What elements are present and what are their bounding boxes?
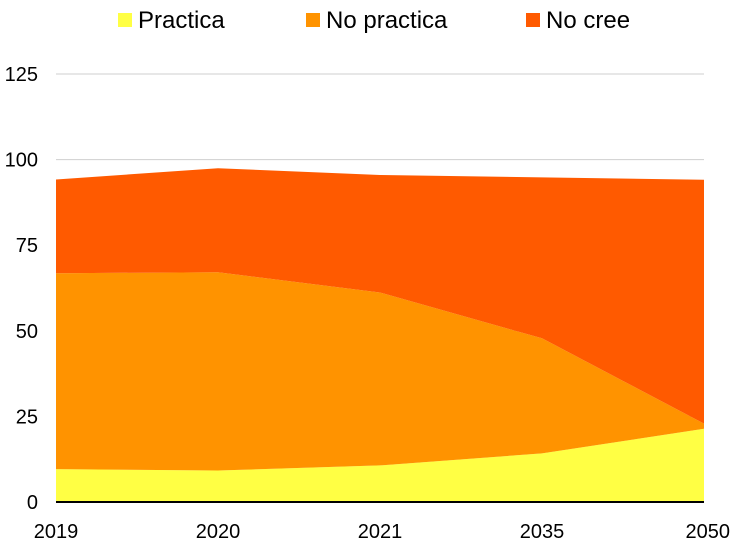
- legend-label-no-practica: No practica: [326, 7, 448, 34]
- area-no-practica: [56, 272, 704, 471]
- y-tick-label-25: 25: [16, 406, 38, 428]
- x-tick-label-2019: 2019: [34, 521, 79, 543]
- y-tick-label-0: 0: [27, 492, 38, 514]
- legend-label-no-cree: No cree: [546, 7, 630, 34]
- legend: Practica No practica No cree: [118, 7, 630, 34]
- y-tick-label-75: 75: [16, 235, 38, 257]
- x-tick-label-2050: 2050: [686, 521, 731, 543]
- y-tick-label-125: 125: [5, 64, 38, 86]
- legend-item-no-cree: No cree: [526, 7, 630, 34]
- legend-swatch-no-practica: [306, 13, 320, 27]
- legend-swatch-practica: [118, 13, 132, 27]
- legend-label-practica: Practica: [138, 7, 225, 34]
- x-tick-labels: 2019 2020 2021 2035 2050: [34, 521, 730, 543]
- legend-item-no-practica: No practica: [306, 7, 448, 34]
- y-tick-labels: 0 25 50 75 100 125: [5, 64, 38, 514]
- y-tick-label-50: 50: [16, 321, 38, 343]
- x-tick-label-2021: 2021: [358, 521, 403, 543]
- legend-swatch-no-cree: [526, 13, 540, 27]
- y-tick-label-100: 100: [5, 150, 38, 172]
- series-areas: [56, 168, 704, 502]
- area-no-cree: [56, 168, 704, 424]
- area-practica: [56, 428, 704, 502]
- x-tick-label-2035: 2035: [520, 521, 565, 543]
- x-tick-label-2020: 2020: [196, 521, 241, 543]
- legend-item-practica: Practica: [118, 7, 225, 34]
